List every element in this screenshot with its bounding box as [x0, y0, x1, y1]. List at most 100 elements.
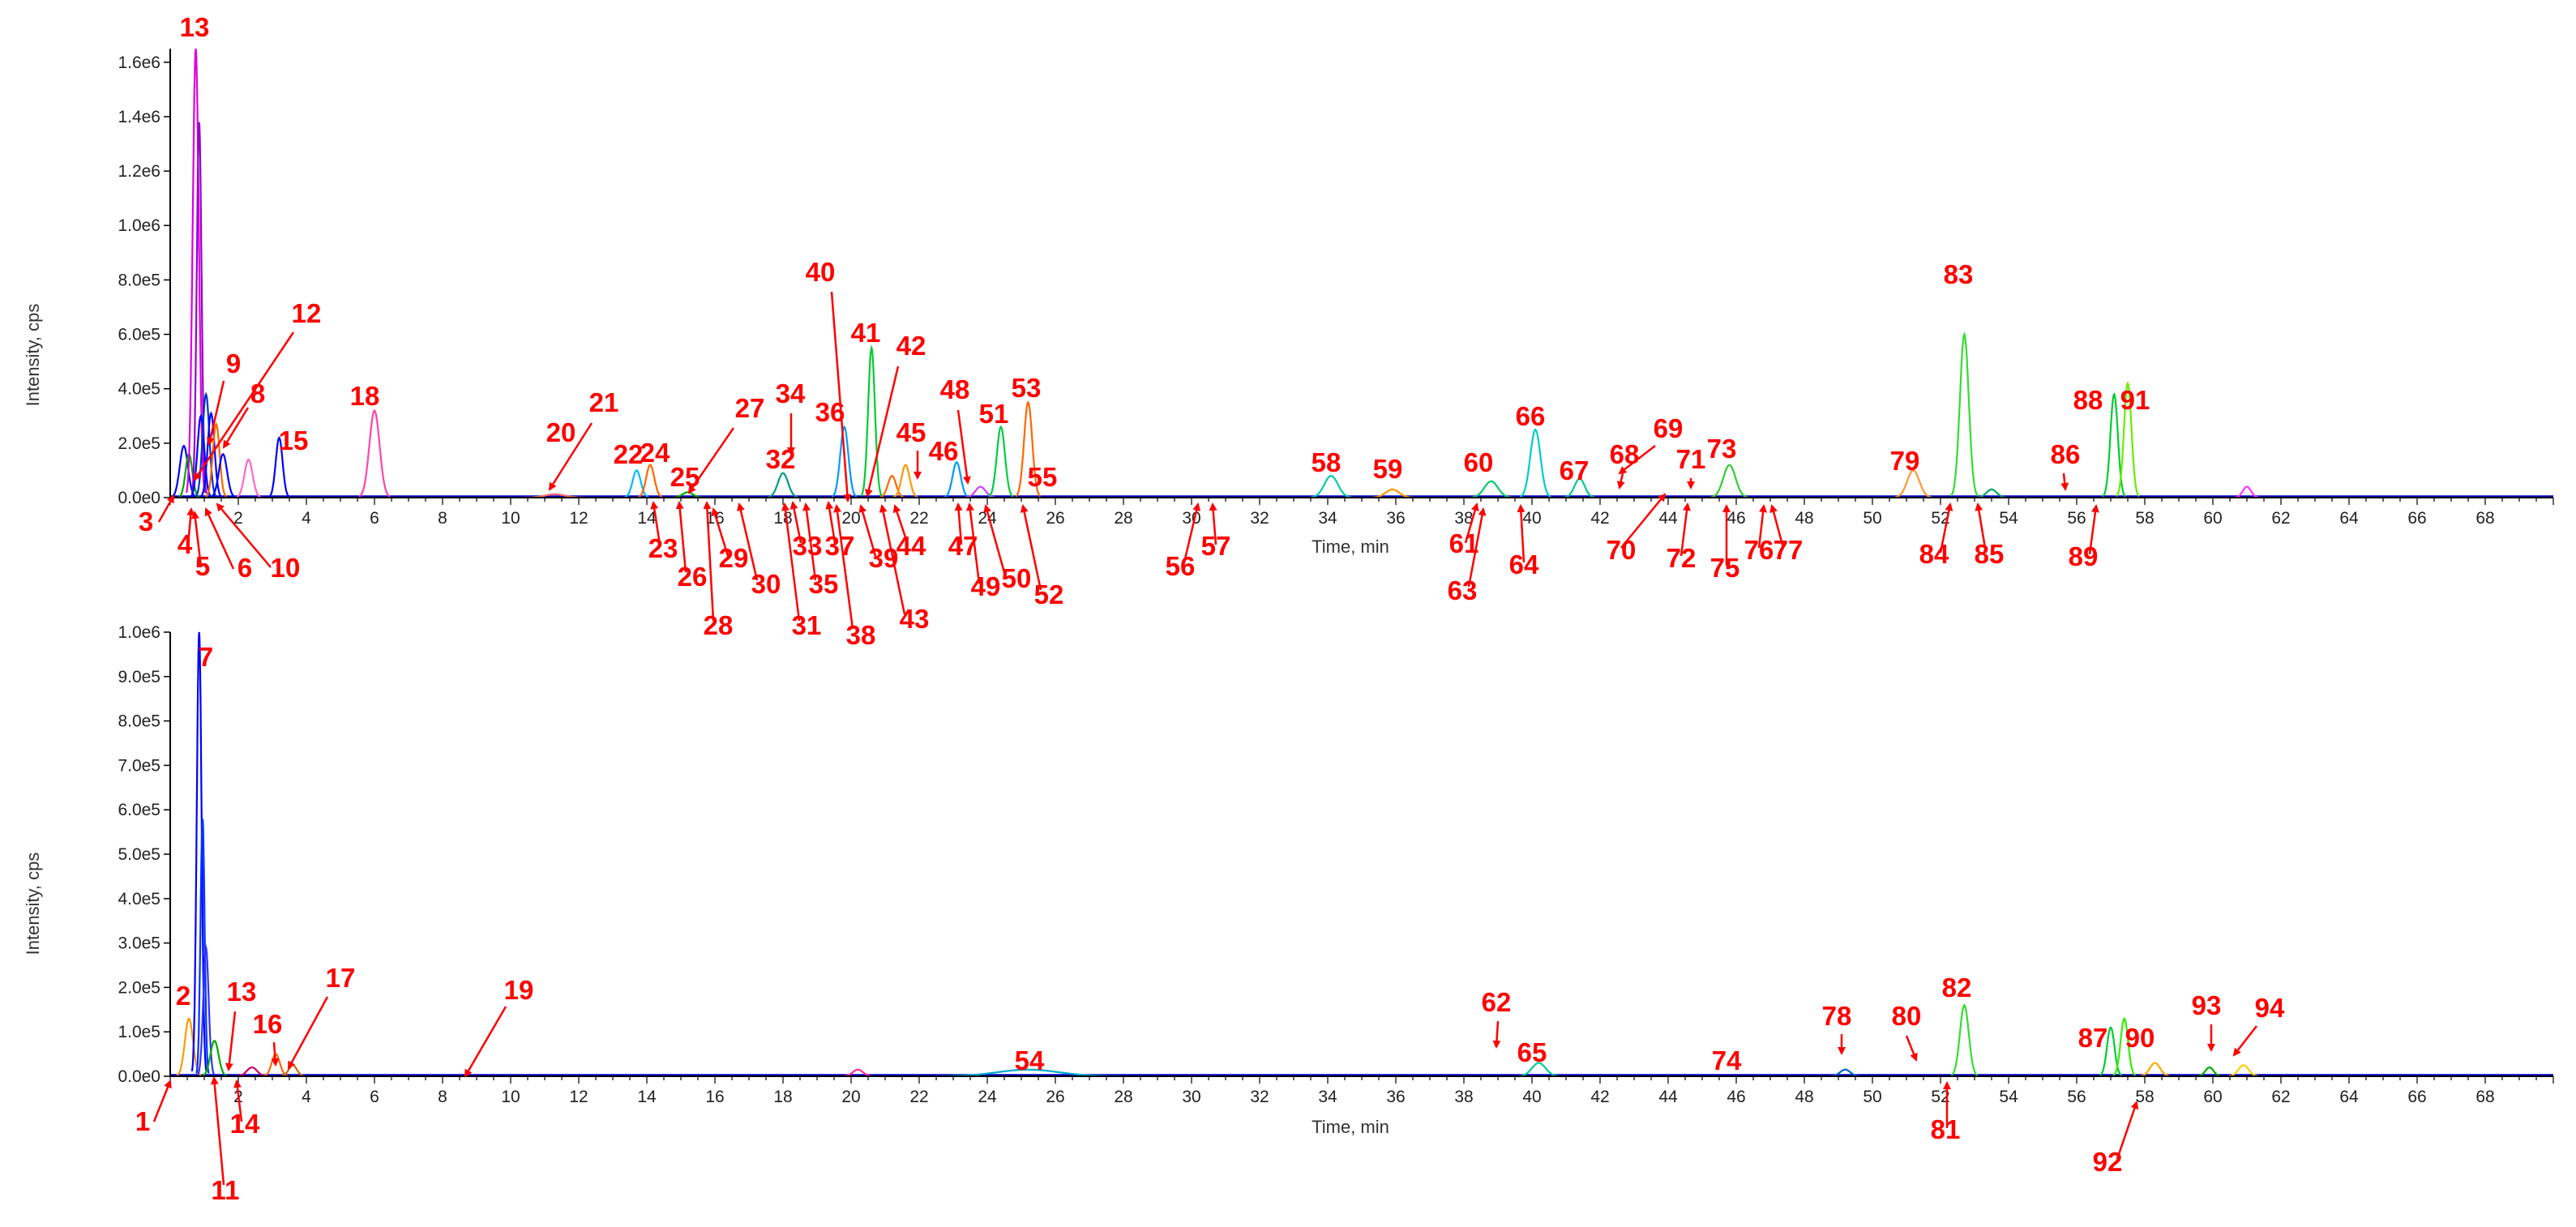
peak-trace — [190, 414, 212, 498]
peak-arrow — [954, 502, 963, 545]
peak-number-label: 24 — [640, 438, 670, 468]
peak-number-label: 84 — [1919, 539, 1949, 569]
peak-arrow — [287, 996, 329, 1070]
x-tick-label: 50 — [1863, 509, 1881, 528]
x-tick-label: 40 — [1522, 509, 1541, 528]
x-tick-label: 56 — [2067, 1088, 2086, 1106]
peak-number-label: 69 — [1654, 413, 1684, 443]
peak-number-label: 79 — [1890, 446, 1920, 476]
x-tick-label: 28 — [1114, 509, 1132, 528]
x-tick-label: 36 — [1386, 1088, 1405, 1106]
peak-number-label: 9 — [226, 348, 241, 378]
peak-number-label: 77 — [1774, 535, 1804, 565]
peak-number-label: 2 — [176, 981, 190, 1011]
peak-number-label: 17 — [326, 963, 356, 993]
peak-arrow — [233, 1080, 243, 1122]
peak-arrow — [204, 507, 235, 570]
y-tick-label: 3.0e5 — [118, 934, 160, 953]
peak-number-label: 43 — [900, 604, 930, 634]
peak-trace — [1518, 1062, 1560, 1077]
peak-arrow — [186, 507, 195, 545]
x-tick-label: 60 — [2203, 1088, 2222, 1106]
x-tick-label: 56 — [2067, 509, 2086, 528]
peak-trace — [195, 819, 210, 1074]
y-tick-label: 1.0e6 — [118, 216, 160, 235]
peak-arrow — [892, 504, 909, 545]
peak-number-label: 61 — [1449, 528, 1479, 558]
bottom-x-axis-title: Time, min — [1312, 1117, 1389, 1137]
peak-number-label: 54 — [1015, 1045, 1045, 1075]
peak-number-label: 88 — [2073, 385, 2103, 415]
y-tick-label: 4.0e5 — [118, 380, 160, 399]
x-tick-label: 36 — [1386, 509, 1405, 528]
peak-number-label: 41 — [851, 318, 881, 348]
peak-trace — [1519, 428, 1551, 498]
x-tick-label: 42 — [1590, 1088, 1609, 1106]
x-tick-label: 46 — [1727, 1088, 1745, 1106]
peak-trace — [197, 943, 216, 1075]
peak-arrow — [956, 409, 971, 485]
peak-trace — [210, 452, 236, 498]
y-tick-label: 6.0e5 — [118, 801, 160, 819]
y-tick-label: 1.0e5 — [118, 1023, 160, 1041]
peak-arrow — [1905, 1035, 1918, 1062]
peak-trace — [1564, 477, 1595, 498]
peak-trace — [358, 408, 391, 498]
peak-number-label: 52 — [1034, 579, 1064, 609]
peak-number-label: 86 — [2051, 439, 2081, 469]
peak-number-label: 22 — [614, 439, 644, 469]
peak-trace — [1975, 488, 2008, 498]
peak-arrow — [675, 501, 687, 573]
peak-number-label: 58 — [1312, 447, 1341, 477]
peak-trace — [2099, 1026, 2123, 1077]
x-tick-label: 30 — [1182, 509, 1200, 528]
peak-number-label: 8 — [250, 378, 265, 408]
peak-arrow — [548, 422, 593, 491]
peak-number-label: 78 — [1822, 1001, 1852, 1031]
peak-number-label: 62 — [1482, 987, 1512, 1017]
peak-number-label: 92 — [2093, 1147, 2123, 1177]
peak-arrow — [864, 366, 900, 498]
x-tick-label: 32 — [1250, 509, 1269, 528]
y-tick-label: 0.0e0 — [118, 489, 160, 507]
peak-number-label: 59 — [1373, 454, 1403, 484]
top-axis-ticks: 0.0e0 2.0e5 4.0e5 6.0e5 8.0e5 1.0e6 1.2e6 1.4e6… — [118, 53, 2554, 528]
peak-arrow — [1492, 1020, 1501, 1049]
peak-trace — [2139, 1062, 2171, 1077]
x-tick-label: 68 — [2475, 509, 2494, 528]
y-tick-label: 9.0e5 — [118, 668, 160, 686]
x-tick-label: 34 — [1318, 509, 1337, 528]
peak-number-label: 19 — [504, 975, 534, 1005]
peak-trace — [200, 411, 222, 498]
top-y-axis-title: Intensity, cps — [23, 304, 43, 407]
x-tick-label: 62 — [2271, 1088, 2290, 1106]
peak-number-label: 26 — [678, 562, 708, 592]
peak-arrow — [825, 501, 837, 544]
peak-number-label: 42 — [896, 331, 926, 361]
x-tick-label: 14 — [637, 1088, 657, 1106]
x-tick-label: 48 — [1795, 509, 1813, 528]
peak-number-label: 87 — [2078, 1023, 2108, 1053]
peak-trace — [2227, 1064, 2259, 1077]
x-tick-label: 26 — [1046, 1088, 1064, 1106]
peak-trace — [892, 464, 918, 498]
x-tick-label: 60 — [2203, 509, 2222, 528]
peak-number-label: 66 — [1516, 401, 1546, 431]
x-tick-label: 44 — [1658, 1088, 1678, 1106]
x-tick-label: 16 — [705, 1088, 724, 1106]
x-tick-label: 20 — [841, 509, 860, 528]
peak-number-label: 80 — [1892, 1001, 1922, 1031]
peak-arrow — [687, 427, 735, 494]
peak-trace — [944, 461, 969, 498]
peak-trace — [2102, 391, 2126, 498]
top-chromatogram-panel: Intensity, cps Time, min 0.0e0 2.0e5 4.0e5… — [23, 48, 2554, 557]
peak-number-label: 74 — [1712, 1045, 1742, 1075]
peak-number-label: 44 — [896, 531, 926, 561]
x-tick-label: 32 — [1250, 1088, 1269, 1106]
peak-arrow — [210, 1076, 225, 1186]
x-tick-label: 12 — [569, 1088, 588, 1106]
peak-number-label: 50 — [1002, 563, 1032, 593]
peak-trace — [842, 1068, 874, 1078]
